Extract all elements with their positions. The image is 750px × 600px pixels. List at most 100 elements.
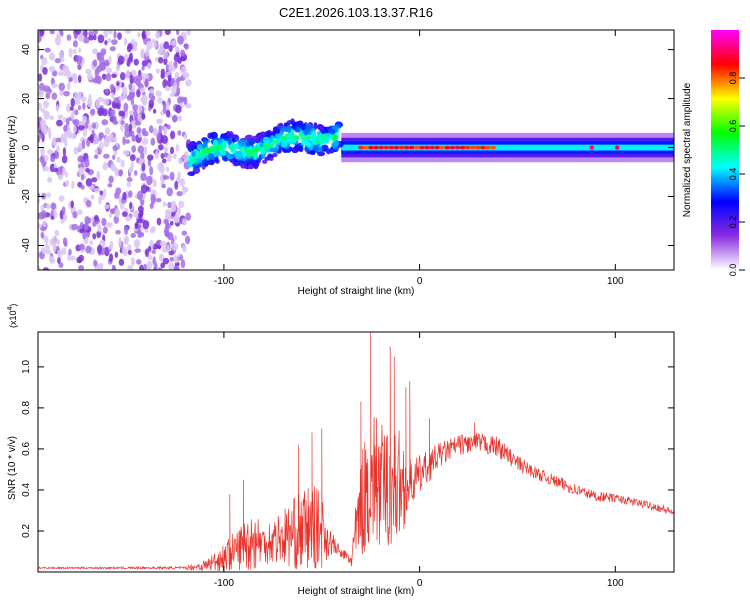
spectrogram-noise-cell: [169, 171, 175, 181]
spectrogram-noise-cell: [66, 103, 71, 113]
spectrogram-noise-cell: [141, 65, 145, 71]
spectrogram-noise-cell: [153, 41, 158, 48]
spectrogram-noise-cell: [60, 247, 67, 255]
spectrogram-noise-cell: [88, 94, 92, 103]
spectrogram-signal-cell: [312, 144, 319, 153]
spectrogram-noise-cell: [48, 65, 56, 73]
spectrogram-noise-cell: [126, 95, 132, 101]
spectrogram-noise-cell: [66, 70, 72, 80]
spectrogram-noise-cell: [122, 192, 127, 201]
spectrogram-noise-cell: [125, 69, 130, 78]
spectrogram-noise-cell: [163, 51, 168, 60]
spectrogram-noise-cell: [57, 114, 64, 120]
spectrogram-noise-cell: [76, 209, 83, 216]
spectrogram-plot-area: [38, 30, 674, 270]
spectrogram-noise-cell: [160, 68, 166, 76]
colorbar-ticks: 0.0 0.2 0.4 0.6 0.8: [728, 72, 745, 276]
spectrogram-noise-cell: [57, 70, 65, 76]
spectrogram-peak-cell: [378, 145, 385, 150]
spectrogram-noise-cell: [174, 180, 179, 190]
spectrogram-noise-cell: [142, 137, 149, 146]
spectrogram-noise-cell: [155, 90, 162, 97]
spectrogram-noise-cell: [135, 78, 141, 86]
spectrogram-noise-cell: [38, 265, 41, 270]
spectrogram-noise-cell: [136, 218, 144, 223]
spectrogram-noise-cell: [51, 136, 57, 147]
spectrogram-signal-cell: [198, 150, 206, 159]
spectrogram-noise-cell: [92, 220, 97, 228]
spectrogram-noise-cell: [175, 104, 182, 114]
spectrogram-signal-cell: [207, 153, 215, 160]
spectrogram-noise-cell: [115, 64, 121, 72]
snr-y-scale-factor: (x104): [7, 304, 18, 328]
spectrogram-noise-cell: [127, 250, 132, 255]
spectrogram-noise-cell: [140, 184, 148, 194]
spectrogram-noise-cell: [162, 175, 170, 180]
spectrogram-signal-cell: [329, 128, 336, 135]
spectrogram-noise-cell: [48, 255, 53, 263]
spectrogram-noise-cell: [94, 75, 100, 83]
spectrogram-noise-cell: [156, 132, 162, 142]
spectrogram-noise-cell: [81, 139, 86, 150]
spectrogram-noise-cell: [185, 212, 191, 221]
snr-y-label: SNR (10 * v/v): [7, 436, 18, 500]
spectrogram-peak-cell: [419, 145, 425, 150]
snr-series-line: [38, 332, 674, 572]
spectrogram-noise-cell: [76, 55, 83, 65]
spectrogram-noise-cell: [154, 262, 158, 270]
spectrogram-noise-cell: [142, 73, 150, 81]
spectrogram-noise-cell: [134, 248, 141, 253]
spectrogram-noise-cell: [171, 114, 178, 123]
spectrogram-noise-cell: [69, 106, 74, 111]
spectrogram-noise-cell: [177, 35, 184, 45]
spectrogram-noise-cell: [173, 265, 180, 270]
spectrogram-noise-cell: [128, 166, 134, 174]
spectrogram-noise-cell: [131, 145, 137, 153]
spectrogram-noise-cell: [177, 115, 182, 122]
spectrogram-noise-cell: [151, 95, 156, 101]
spectrogram-noise-cell: [102, 161, 108, 171]
spectrogram-noise-cell: [147, 154, 154, 161]
spectrogram-noise-cell: [176, 76, 183, 82]
spectrogram-signal-cell: [310, 130, 317, 139]
spectrogram-noise-cell: [173, 255, 179, 264]
spectrogram-noise-cell: [54, 229, 60, 237]
spectrogram-noise-cell: [38, 73, 43, 82]
spectrogram-signal-cell: [305, 124, 310, 132]
spectrogram-noise-cell: [113, 30, 117, 39]
spectrogram-noise-cell: [163, 226, 170, 236]
snr-x-label: Height of straight line (km): [298, 586, 415, 597]
spectrogram-noise-cell: [71, 180, 75, 190]
spectrogram-noise-cell: [38, 197, 41, 204]
spectrogram-signal-cell: [190, 157, 198, 163]
spectrogram-noise-cell: [71, 223, 78, 231]
spectrogram-noise-cell: [58, 82, 66, 91]
spectrogram-signal-cell: [269, 147, 278, 153]
spectrogram-noise-cell: [122, 136, 126, 146]
spectrogram-noise-cell: [181, 230, 188, 236]
spectrogram-noise-cell: [162, 257, 170, 265]
spectrogram-noise-cell: [152, 256, 156, 265]
spectrogram-noise-cell: [62, 213, 68, 222]
spectrogram-peak-cell: [470, 145, 476, 150]
spectrogram-noise-cell: [125, 30, 131, 34]
spectrogram-noise-cell: [181, 185, 187, 195]
spectrogram-noise-cell: [151, 193, 156, 201]
colorbar-gradient: [711, 30, 739, 270]
spectrogram-noise-cell: [120, 120, 125, 125]
spectrogram-noise-cell: [97, 34, 105, 44]
spectrogram-noise-cell: [155, 68, 160, 74]
spectrogram-noise-cell: [156, 119, 163, 124]
spectrogram-x-tick-label: 100: [607, 276, 624, 287]
spectrogram-noise-cell: [129, 154, 136, 162]
spectrogram-noise-cell: [146, 40, 153, 50]
spectrogram-noise-cell: [40, 231, 45, 239]
spectrogram-noise-cell: [103, 153, 110, 159]
spectrogram-noise-cell: [93, 187, 101, 193]
spectrogram-noise-cell: [165, 211, 171, 219]
spectrogram-peak-cell: [475, 145, 481, 150]
spectrogram-noise-cell: [58, 195, 65, 202]
spectrogram-noise-cell: [128, 83, 133, 91]
spectrogram-noise-cell: [171, 210, 176, 217]
